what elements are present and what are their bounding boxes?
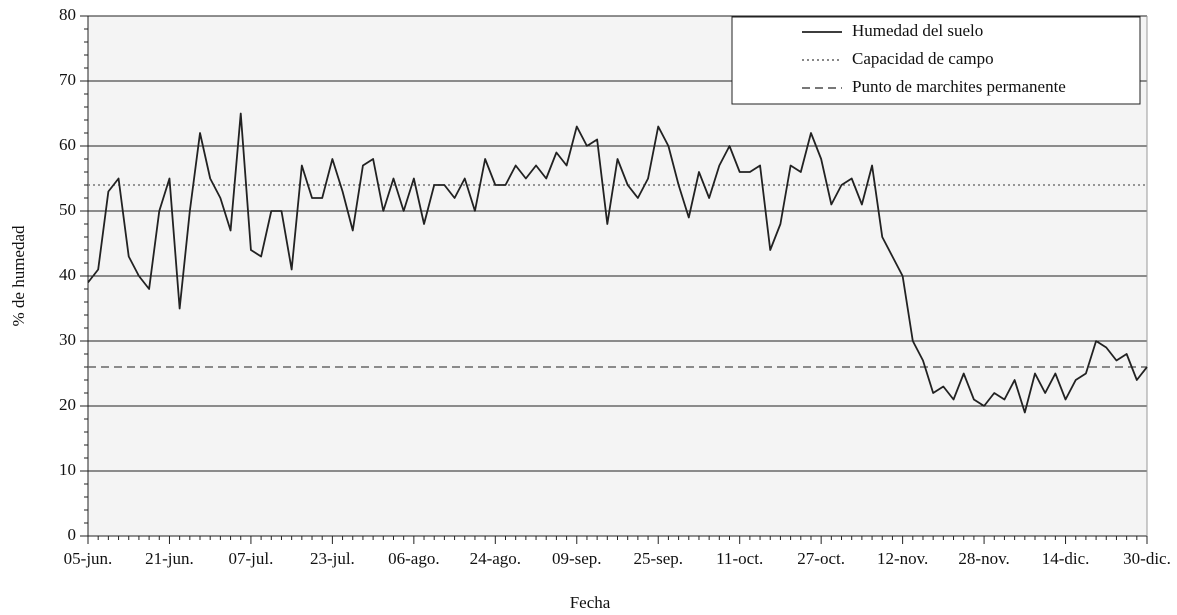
x-tick-label: 07-jul. — [228, 549, 273, 568]
legend-box — [731, 16, 1141, 105]
y-tick-label: 50 — [59, 200, 76, 219]
legend-label: Punto de marchites permanente — [852, 77, 1066, 96]
x-axis-label: Fecha — [570, 593, 611, 612]
y-tick-label: 30 — [59, 330, 76, 349]
x-tick-label: 28-nov. — [958, 549, 1009, 568]
x-tick-label: 05-jun. — [64, 549, 113, 568]
x-tick-label: 12-nov. — [877, 549, 928, 568]
x-tick-label: 30-dic. — [1123, 549, 1171, 568]
y-tick-label: 20 — [59, 395, 76, 414]
x-tick-label: 21-jun. — [145, 549, 194, 568]
y-axis-label: % de humedad — [9, 225, 28, 327]
y-tick-label: 40 — [59, 265, 76, 284]
x-tick-label: 14-dic. — [1042, 549, 1090, 568]
x-tick-label: 25-sep. — [633, 549, 683, 568]
y-tick-label: 0 — [68, 525, 77, 544]
x-tick-label: 06-ago. — [388, 549, 439, 568]
y-tick-label: 80 — [59, 5, 76, 24]
y-tick-label: 10 — [59, 460, 76, 479]
y-tick-label: 60 — [59, 135, 76, 154]
x-tick-label: 23-jul. — [310, 549, 355, 568]
legend-label: Capacidad de campo — [852, 49, 994, 68]
y-tick-label: 70 — [59, 70, 76, 89]
x-tick-label: 27-oct. — [797, 549, 845, 568]
x-tick-label: 24-ago. — [470, 549, 521, 568]
x-tick-label: 09-sep. — [552, 549, 602, 568]
legend-label: Humedad del suelo — [852, 21, 983, 40]
x-tick-label: 11-oct. — [716, 549, 763, 568]
data-line — [87, 112, 1148, 414]
